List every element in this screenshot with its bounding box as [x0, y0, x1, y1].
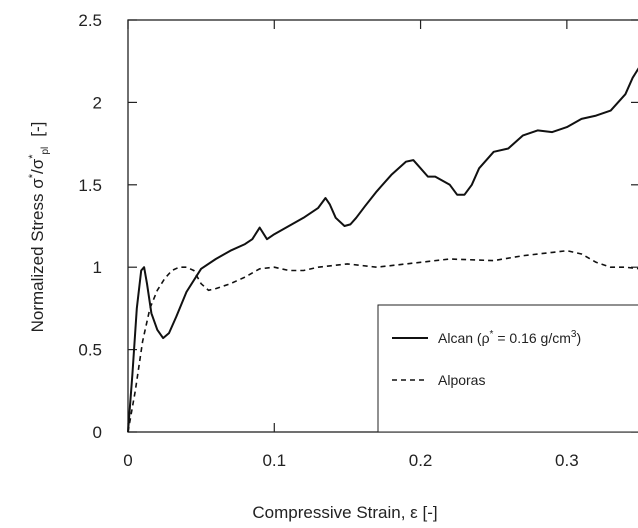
y-tick-label: 1 — [93, 258, 102, 277]
y-axis-title-unit: [-] — [28, 122, 47, 137]
legend-alcan-sup2: 3 — [571, 329, 577, 340]
y-axis-title: Normalized Stress σ*/σ*pl[-] — [27, 122, 51, 333]
y-tick-label: 2 — [93, 93, 102, 112]
legend: Alcan (ρ* = 0.16 g/cm3) Alporas — [377, 304, 638, 433]
legend-alcan-mid: = 0.16 g/cm — [493, 330, 570, 346]
legend-alcan-pre: Alcan (ρ — [438, 330, 490, 346]
y-tick-labels: 0 0.5 1 1.5 2 2.5 — [78, 11, 102, 442]
legend-alcan-sup: * — [490, 329, 494, 340]
y-tick-label: 0.5 — [78, 341, 102, 360]
y-axis-title-mid: /σ — [28, 158, 47, 174]
y-axis-title-sup2: * — [27, 154, 39, 159]
legend-label-alcan: Alcan (ρ* = 0.16 g/cm3) — [438, 329, 581, 346]
y-axis-title-base: Normalized Stress σ — [28, 178, 47, 333]
x-axis-title: Compressive Strain, ε [-] — [252, 503, 437, 522]
series-layer — [127, 67, 638, 433]
x-tick-label: 0.1 — [262, 451, 286, 470]
series-line-alporas — [127, 249, 638, 433]
y-axis-title-sup1: * — [27, 173, 39, 178]
y-tick-label: 0 — [93, 423, 102, 442]
series-line-alcan — [127, 67, 638, 433]
legend-box — [377, 304, 638, 433]
y-axis-title-sub: pl — [40, 147, 51, 155]
x-tick-label: 0.2 — [409, 451, 433, 470]
legend-alcan-post: ) — [576, 330, 581, 346]
x-tick-label: 0.3 — [555, 451, 579, 470]
x-tick-label: 0 — [123, 451, 132, 470]
legend-label-alporas: Alporas — [438, 372, 485, 388]
y-tick-label: 2.5 — [78, 11, 102, 30]
x-tick-labels: 0 0.1 0.2 0.3 — [123, 451, 578, 470]
y-tick-label: 1.5 — [78, 176, 102, 195]
